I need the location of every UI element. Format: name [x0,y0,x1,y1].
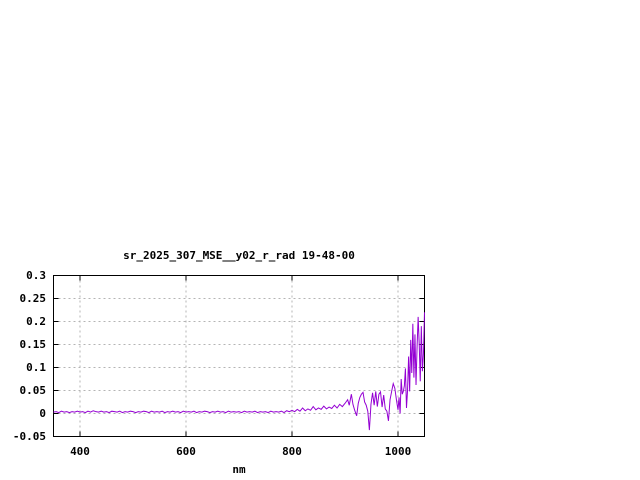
y-tick-label: 0.05 [19,384,47,397]
y-tick-label: 0.15 [19,338,47,351]
x-tick-label: 600 [176,445,196,458]
x-tick-label: 400 [70,445,90,458]
x-axis-label: nm [232,463,246,476]
y-tick-label: 0.3 [26,269,46,282]
y-tick-label: -0.05 [12,430,46,443]
plot-border [53,275,425,437]
y-tick-label: 0 [39,407,46,420]
data-line [53,312,425,431]
x-tick-label: 1000 [384,445,412,458]
chart-title: sr_2025_307_MSE__y02_r_rad 19-48-00 [123,249,355,262]
x-tick-label: 800 [282,445,302,458]
y-tick-label: 0.1 [26,361,46,374]
y-tick-label: 0.2 [26,315,46,328]
y-tick-label: 0.25 [19,292,47,305]
